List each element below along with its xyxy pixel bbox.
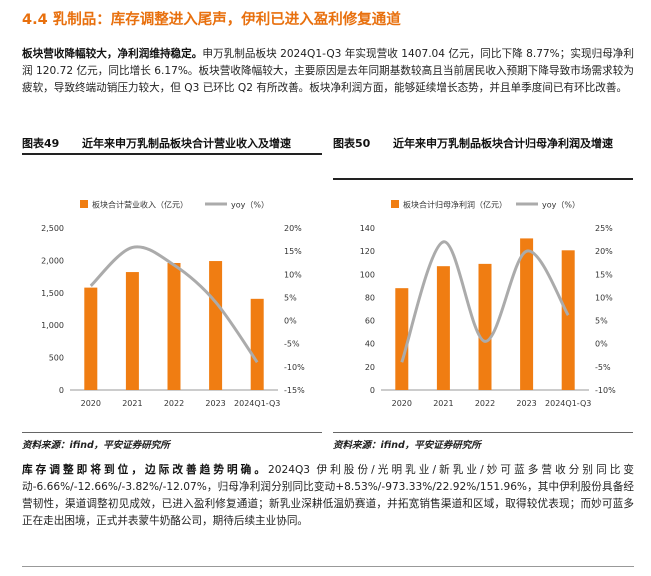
paragraph-lead: 库存调整即将到位，边际改善趋势明确。	[22, 464, 268, 476]
y-right-tick-label: 25%	[595, 224, 613, 233]
x-tick-label: 2022	[164, 399, 184, 408]
y-right-tick-label: 0%	[595, 340, 608, 349]
y-right-tick-label: 10%	[284, 270, 302, 279]
revenue-chart-svg: 板块合计营业收入（亿元） yoy（%） 0 500 1,000 1,500 2,000 2,5…	[41, 200, 305, 409]
y-right-tick-label: -5%	[284, 340, 300, 349]
legend-label: 板块合计归母净利润（亿元）	[403, 200, 507, 210]
figure-number: 图表50	[333, 137, 371, 150]
bar	[209, 261, 223, 390]
x-tick-label: 2020	[81, 399, 101, 408]
profit-chart: 板块合计归母净利润（亿元） yoy（%） 0 20 40 60 80 100 120 140 -10…	[333, 180, 633, 430]
x-tick-label: 2020	[392, 399, 412, 408]
x-tick-label: 2021	[122, 399, 142, 408]
figure-49-source: 资料来源：ifind，平安证券研究所	[22, 440, 170, 451]
bar	[84, 287, 98, 390]
y-right-tick-label: 0%	[284, 317, 297, 326]
bar	[125, 272, 139, 390]
bar	[478, 263, 492, 390]
legend-label: 板块合计营业收入（亿元）	[92, 200, 188, 210]
y-left-tick-label: 100	[360, 270, 375, 279]
section-title: 4.4 乳制品：库存调整进入尾声，伊利已进入盈利修复通道	[22, 12, 401, 28]
y-right-tick-label: 5%	[284, 293, 297, 302]
x-tick-label: 2024Q1-Q3	[545, 399, 591, 408]
figure-divider	[22, 153, 322, 155]
paragraph-body: 2024Q3 伊利股份/光明乳业/新乳业/妙可蓝多营收分别同比变动-6.66%/…	[22, 464, 634, 527]
paragraph-body: 申万乳制品板块 2024Q1-Q3 年实现营收 1407.04 亿元，同比下降 …	[22, 48, 635, 94]
y-right-tick-label: 15%	[284, 247, 302, 256]
x-tick-label: 2022	[475, 399, 495, 408]
profit-chart-svg: 板块合计归母净利润（亿元） yoy（%） 0 20 40 60 80 100 120 140 -10…	[360, 200, 616, 409]
y-left-tick-label: 60	[365, 317, 375, 326]
y-left-tick-label: 1,500	[41, 289, 64, 298]
y-left-tick-label: 80	[365, 293, 375, 302]
paragraph-lead: 板块营收降幅较大，净利润维持稳定。	[22, 48, 203, 60]
paragraph-inventory: 库存调整即将到位，边际改善趋势明确。2024Q3 伊利股份/光明乳业/新乳业/妙…	[22, 462, 634, 530]
figure-50-header: 图表50 近年来申万乳制品板块合计归母净利润及增速	[333, 136, 633, 152]
y-right-tick-label: 20%	[595, 247, 613, 256]
figure-title: 近年来申万乳制品板块合计归母净利润及增速	[393, 137, 613, 150]
x-tick-label: 2024Q1-Q3	[234, 399, 280, 408]
y-right-tick-label: -15%	[284, 386, 305, 395]
y-left-tick-label: 2,000	[41, 256, 64, 265]
y-right-tick-label: -10%	[595, 386, 616, 395]
y-right-tick-label: -10%	[284, 363, 305, 372]
y-left-tick-label: 500	[49, 354, 64, 363]
x-tick-label: 2023	[205, 399, 225, 408]
bar	[167, 262, 181, 390]
legend-swatch-bar	[391, 200, 399, 208]
figure-divider	[333, 178, 633, 180]
bar	[520, 238, 534, 390]
paragraph-revenue-profit: 板块营收降幅较大，净利润维持稳定。申万乳制品板块 2024Q1-Q3 年实现营收…	[22, 46, 634, 97]
bar	[395, 288, 409, 390]
legend-swatch-bar	[80, 200, 88, 208]
figure-49-header: 图表49 近年来申万乳制品板块合计营业收入及增速	[22, 136, 322, 152]
y-left-tick-label: 40	[365, 340, 375, 349]
y-right-tick-label: 5%	[595, 317, 608, 326]
y-left-tick-label: 120	[360, 247, 375, 256]
y-left-tick-label: 1,000	[41, 321, 64, 330]
yoy-line	[89, 245, 259, 364]
bar	[436, 266, 450, 390]
x-tick-label: 2021	[433, 399, 453, 408]
source-divider	[333, 432, 633, 433]
y-left-tick-label: 0	[59, 386, 64, 395]
y-right-tick-label: 20%	[284, 224, 302, 233]
y-right-tick-label: 15%	[595, 270, 613, 279]
y-left-tick-label: 140	[360, 224, 375, 233]
legend-label: yoy（%）	[231, 201, 269, 210]
bar	[250, 298, 264, 390]
figure-50-source: 资料来源：ifind，平安证券研究所	[333, 440, 481, 451]
y-right-tick-label: 10%	[595, 293, 613, 302]
footer-divider	[22, 566, 634, 567]
source-divider	[22, 432, 322, 433]
x-tick-label: 2023	[516, 399, 536, 408]
bar	[561, 250, 575, 390]
y-left-tick-label: 2,500	[41, 224, 64, 233]
figure-number: 图表49	[22, 137, 60, 150]
y-left-tick-label: 0	[370, 386, 375, 395]
yoy-line	[400, 240, 570, 363]
legend-label: yoy（%）	[542, 201, 580, 210]
y-right-tick-label: -5%	[595, 363, 611, 372]
y-left-tick-label: 20	[365, 363, 375, 372]
figure-title: 近年来申万乳制品板块合计营业收入及增速	[82, 137, 291, 150]
revenue-chart: 板块合计营业收入（亿元） yoy（%） 0 500 1,000 1,500 2,000 2,5…	[22, 180, 322, 430]
